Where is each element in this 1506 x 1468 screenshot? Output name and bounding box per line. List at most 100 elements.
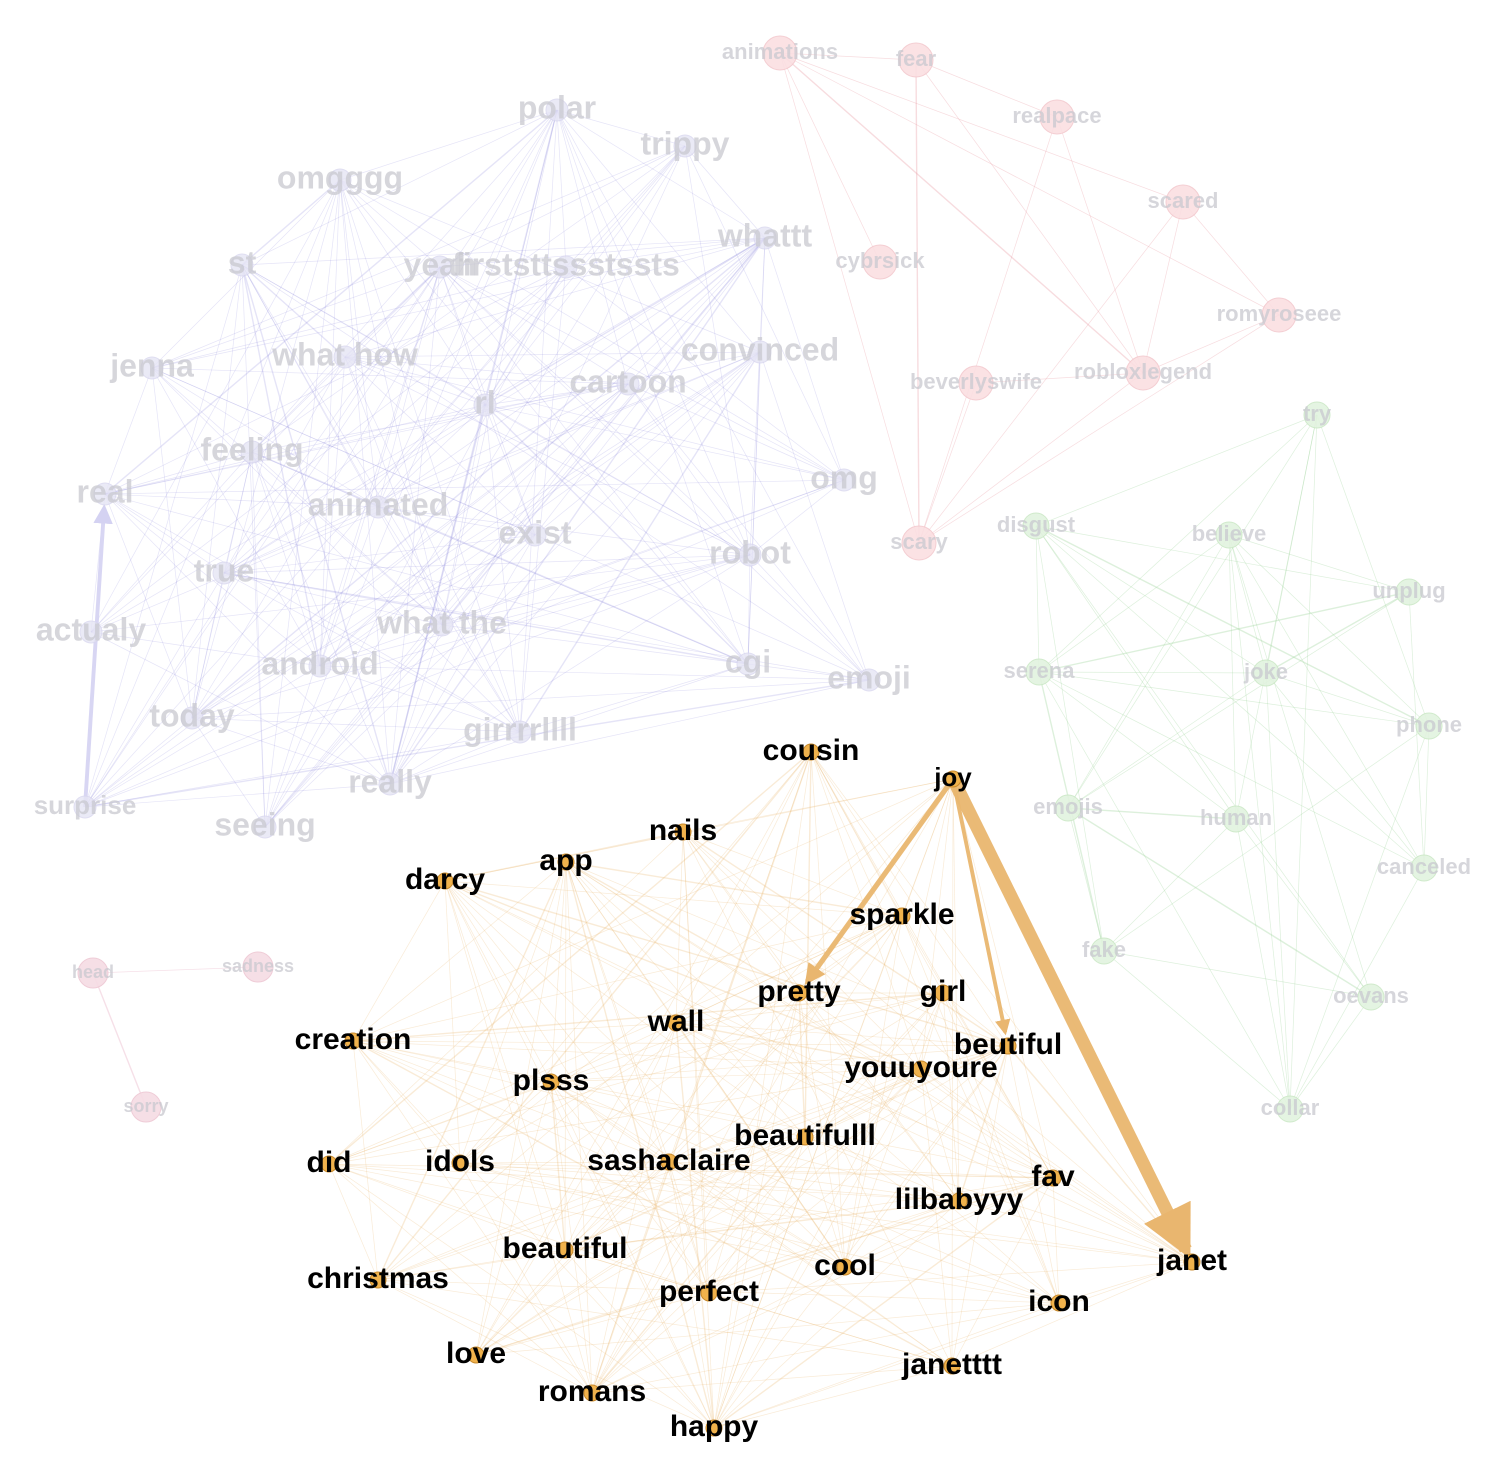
node-disgust[interactable] (1022, 512, 1050, 540)
node-animated[interactable] (366, 495, 390, 519)
edge-girl-wall (675, 992, 944, 1024)
node-beautifulll[interactable] (796, 1128, 814, 1146)
node-sparkle[interactable] (893, 907, 911, 925)
node-canceled[interactable] (1410, 854, 1438, 882)
node-emojis[interactable] (1054, 794, 1082, 822)
node-jenna[interactable] (140, 356, 164, 380)
node-sadness[interactable] (242, 951, 274, 983)
node-plsss[interactable] (542, 1073, 560, 1091)
edge-pretty-janet (798, 992, 1193, 1263)
edge-trippy-rl (484, 145, 686, 406)
node-happy[interactable] (705, 1419, 723, 1437)
node-feeling[interactable] (240, 440, 264, 464)
node-surprise[interactable] (73, 795, 97, 819)
node-girr[interactable] (508, 720, 532, 744)
node-app[interactable] (557, 853, 575, 871)
node-cousin[interactable] (802, 743, 820, 761)
node-romy[interactable] (1261, 297, 1297, 333)
node-android[interactable] (308, 654, 332, 678)
edge-beautifulll-sasha (668, 1136, 806, 1163)
edge-firsts-girr (519, 266, 567, 733)
node-cartoon[interactable] (616, 372, 640, 396)
node-exist[interactable] (523, 523, 547, 547)
node-sorry[interactable] (130, 1091, 162, 1123)
node-creation[interactable] (344, 1032, 362, 1050)
node-trippy[interactable] (673, 134, 697, 158)
node-believe[interactable] (1215, 521, 1243, 549)
node-really[interactable] (378, 772, 402, 796)
node-polar[interactable] (545, 98, 569, 122)
node-real[interactable] (93, 482, 117, 506)
edge-perfect-romans (591, 1292, 710, 1394)
node-fear[interactable] (898, 42, 934, 78)
node-idols[interactable] (451, 1154, 469, 1172)
edge-believe-human (1228, 534, 1237, 820)
node-firsts[interactable] (554, 255, 578, 279)
node-beutiful[interactable] (999, 1037, 1017, 1055)
node-lilbaby[interactable] (950, 1192, 968, 1210)
node-today[interactable] (180, 706, 204, 730)
node-nails[interactable] (674, 823, 692, 841)
node-head[interactable] (77, 957, 109, 989)
edge-app-plsss (550, 861, 567, 1083)
node-st[interactable] (230, 253, 254, 277)
node-cgi[interactable] (736, 652, 760, 676)
node-sasha[interactable] (660, 1153, 678, 1171)
node-perfect[interactable] (700, 1284, 718, 1302)
node-oevans[interactable] (1357, 983, 1385, 1011)
node-darcy[interactable] (436, 872, 454, 890)
edge-youu-beautiful (564, 1068, 922, 1251)
node-robot[interactable] (738, 543, 762, 567)
edge-emoji-really (389, 679, 870, 785)
node-scared[interactable] (1165, 184, 1201, 220)
node-youu[interactable] (912, 1060, 930, 1078)
node-seeing[interactable] (253, 815, 277, 839)
node-yeah[interactable] (428, 255, 452, 279)
edge-idols-fav (459, 1162, 1054, 1179)
node-unplug[interactable] (1395, 578, 1423, 606)
node-animations[interactable] (762, 35, 798, 71)
node-omg[interactable] (832, 468, 856, 492)
node-label-sorry: sorry (123, 1096, 168, 1116)
node-actualy[interactable] (79, 620, 103, 644)
node-love[interactable] (467, 1346, 485, 1364)
node-scary[interactable] (901, 525, 937, 561)
node-label-seeing: seeing (214, 806, 315, 842)
node-pretty[interactable] (790, 984, 808, 1002)
node-collar[interactable] (1276, 1095, 1304, 1123)
node-beautiful[interactable] (556, 1241, 574, 1259)
edge-fear-realpace (915, 59, 1058, 118)
node-emoji[interactable] (857, 668, 881, 692)
node-icon[interactable] (1050, 1294, 1068, 1312)
node-roblox[interactable] (1125, 355, 1161, 391)
node-cybrsick[interactable] (862, 244, 898, 280)
node-true[interactable] (212, 561, 236, 585)
node-wall[interactable] (667, 1014, 685, 1032)
node-serena[interactable] (1025, 658, 1053, 686)
node-rl[interactable] (473, 393, 497, 417)
node-whattt[interactable] (753, 226, 777, 250)
node-try[interactable] (1303, 401, 1331, 429)
node-joy[interactable] (944, 770, 962, 788)
node-janet[interactable] (1183, 1253, 1201, 1271)
node-fake[interactable] (1090, 937, 1118, 965)
edge-believe-phone (1228, 534, 1430, 727)
node-fav[interactable] (1044, 1169, 1062, 1187)
node-whatthe[interactable] (430, 613, 454, 637)
node-label-firsts: firststtssstssts (452, 246, 680, 282)
node-did[interactable] (320, 1155, 338, 1173)
node-beverly[interactable] (958, 365, 994, 401)
node-omgg[interactable] (328, 168, 352, 192)
node-cool[interactable] (836, 1258, 854, 1276)
node-joke[interactable] (1252, 659, 1280, 687)
node-human[interactable] (1222, 805, 1250, 833)
node-janetttt[interactable] (943, 1357, 961, 1375)
node-phone[interactable] (1415, 712, 1443, 740)
node-whathow[interactable] (333, 345, 357, 369)
node-romans[interactable] (583, 1384, 601, 1402)
node-realpace[interactable] (1039, 99, 1075, 135)
edge-joy-darcy (444, 778, 954, 882)
node-girl[interactable] (934, 984, 952, 1002)
node-convinced[interactable] (748, 340, 772, 364)
node-christmas[interactable] (369, 1271, 387, 1289)
